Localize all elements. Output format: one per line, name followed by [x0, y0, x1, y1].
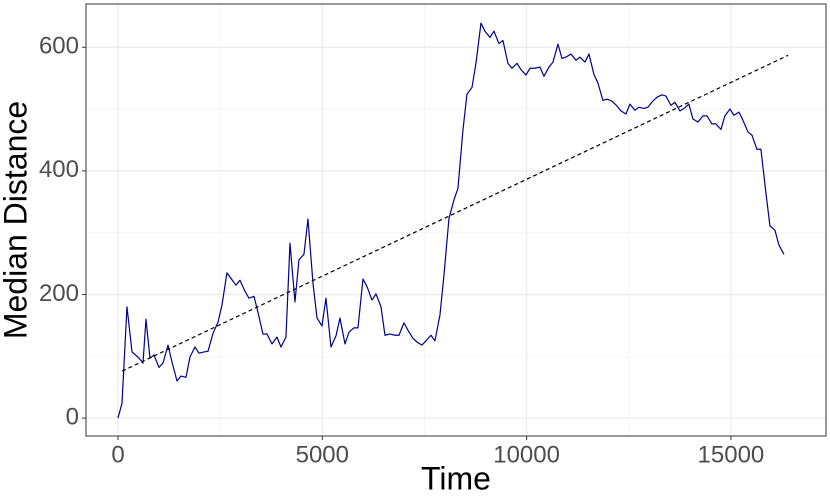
- y-tick-label: 400: [39, 156, 79, 183]
- x-axis-title: Time: [421, 460, 491, 496]
- x-tick-label: 5000: [296, 441, 349, 468]
- x-tick-label: 15000: [698, 441, 765, 468]
- panel-border: [85, 3, 827, 437]
- data-line: [117, 22, 785, 419]
- grid: [86, 4, 826, 436]
- y-tick-label: 200: [39, 280, 79, 307]
- x-tick-label: 10000: [493, 441, 560, 468]
- trend-line: [121, 54, 789, 372]
- plot-area: [117, 22, 789, 419]
- y-tick-label: 600: [39, 33, 79, 60]
- x-tick-label: 0: [111, 441, 124, 468]
- y-tick-label: 0: [66, 403, 79, 430]
- y-axis-title: Median Distance: [0, 101, 33, 339]
